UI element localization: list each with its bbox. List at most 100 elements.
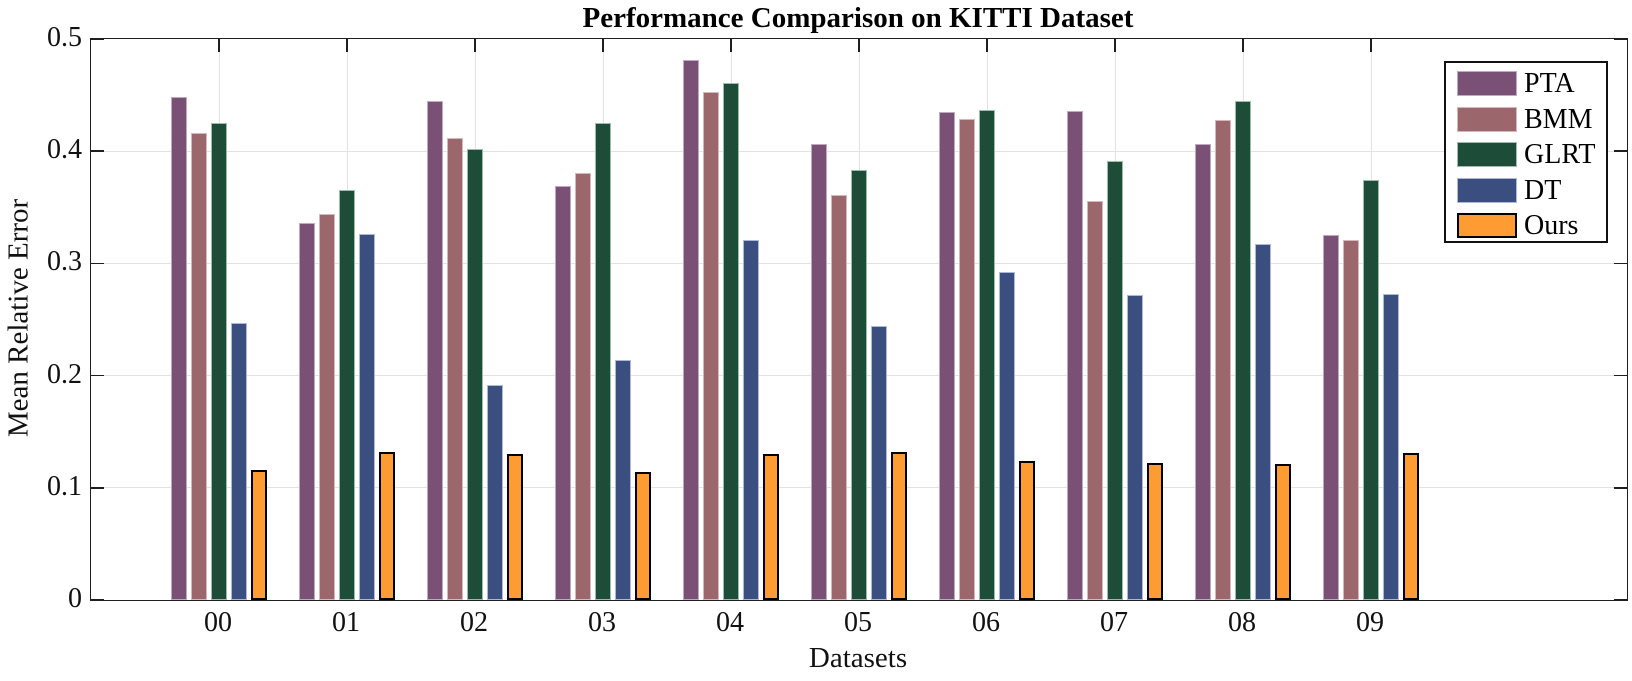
bar-BMM-02 [447,137,463,600]
bar-Ours-01 [379,451,395,600]
bar-Ours-03 [635,472,651,600]
bar-PTA-04 [683,60,699,600]
bar-DT-06 [999,272,1015,600]
bar-DT-05 [871,326,887,600]
bar-GLRT-04 [723,82,739,600]
x-tick-top [602,39,604,52]
legend-label-DT: DT [1524,174,1562,206]
bar-DT-01 [359,234,375,600]
y-tick-left [91,262,104,265]
y-tick-right [1614,150,1627,152]
bar-BMM-03 [575,172,591,600]
bar-GLRT-01 [339,190,355,600]
bar-GLRT-08 [1235,100,1251,600]
y-axis-label: Mean Relative Error [2,198,35,438]
legend-label-BMM: BMM [1524,103,1593,135]
chart-title: Performance Comparison on KITTI Dataset [582,2,1134,34]
bar-Ours-07 [1147,463,1163,600]
bar-BMM-08 [1215,119,1231,600]
h-gridline [91,150,1627,152]
y-tick-left [91,38,104,40]
bar-PTA-03 [555,185,571,600]
plot-area [90,38,1628,601]
y-tick-right [1614,599,1627,601]
x-tick-top [474,39,476,52]
bar-DT-07 [1127,294,1143,600]
bar-GLRT-05 [851,170,867,600]
bar-GLRT-09 [1363,180,1379,600]
x-tick-label: 06 [972,607,1000,638]
x-tick-label: 02 [460,607,488,638]
x-tick-label: 03 [588,607,616,638]
y-tick-left [91,599,104,601]
bar-Ours-02 [507,454,523,600]
legend-swatch-DT [1457,177,1517,203]
x-tick-top [1242,39,1244,52]
bar-BMM-04 [703,91,719,600]
bar-PTA-09 [1323,235,1339,600]
bar-PTA-08 [1195,144,1211,600]
y-tick-label: 0.5 [47,22,82,53]
x-tick-top [1114,39,1116,52]
bar-DT-00 [231,322,247,600]
bar-GLRT-03 [595,123,611,600]
bar-Ours-09 [1403,453,1419,600]
bar-DT-04 [743,239,759,600]
bar-DT-03 [615,359,631,600]
bar-Ours-04 [763,454,779,600]
y-tick-right [1614,262,1627,265]
bar-Ours-06 [1019,460,1035,600]
y-tick-left [91,374,104,377]
bar-DT-02 [487,384,503,600]
bar-BMM-09 [1343,239,1359,600]
legend-swatch-Ours [1457,213,1517,238]
y-tick-label: 0.2 [47,358,82,390]
bar-BMM-00 [191,133,207,600]
x-tick-top [986,39,988,52]
x-axis-label: Datasets [808,642,908,674]
bar-PTA-02 [427,100,443,600]
legend: PTA BMM GLRT DT Ours [1444,61,1608,243]
bar-Ours-00 [251,469,267,600]
bar-PTA-05 [811,144,827,600]
y-tick-right [1614,487,1627,489]
x-tick-label: 00 [204,607,232,638]
bar-PTA-06 [939,111,955,600]
bar-GLRT-00 [211,123,227,600]
legend-label-Ours: Ours [1524,210,1579,241]
y-tick-left [91,150,104,152]
bar-PTA-01 [299,223,315,600]
x-tick-label: 08 [1228,607,1256,638]
y-tick-right [1614,38,1627,40]
x-tick-label: 07 [1100,607,1128,638]
legend-swatch-PTA [1457,71,1517,96]
bar-Ours-05 [891,451,907,600]
bar-DT-09 [1383,293,1399,600]
y-tick-label: 0.3 [47,246,82,278]
legend-label-PTA: PTA [1524,68,1575,99]
y-tick-label: 0.1 [47,470,82,502]
x-tick-top [218,39,220,52]
y-tick-label: 0 [68,583,82,614]
bar-BMM-05 [831,194,847,600]
x-tick-label: 09 [1356,607,1384,638]
y-tick-right [1614,374,1627,377]
bar-DT-08 [1255,244,1271,600]
x-tick-label: 05 [844,607,872,638]
bar-BMM-06 [959,118,975,600]
bar-PTA-00 [171,97,187,600]
bar-Ours-08 [1275,464,1291,600]
y-tick-left [91,487,104,489]
x-tick-label: 01 [332,607,360,638]
x-tick-top [1370,39,1372,52]
bar-PTA-07 [1067,110,1083,600]
bar-BMM-07 [1087,200,1103,600]
y-tick-label: 0.4 [47,134,82,166]
x-tick-label: 04 [716,607,744,638]
x-tick-top [346,39,348,52]
x-tick-top [858,39,860,52]
bar-GLRT-06 [979,109,995,600]
bar-BMM-01 [319,214,335,600]
legend-swatch-GLRT [1457,142,1517,167]
